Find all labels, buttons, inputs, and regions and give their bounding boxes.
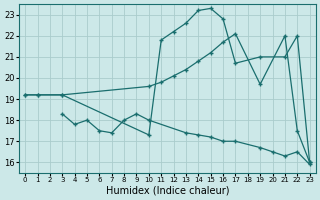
X-axis label: Humidex (Indice chaleur): Humidex (Indice chaleur): [106, 186, 229, 196]
